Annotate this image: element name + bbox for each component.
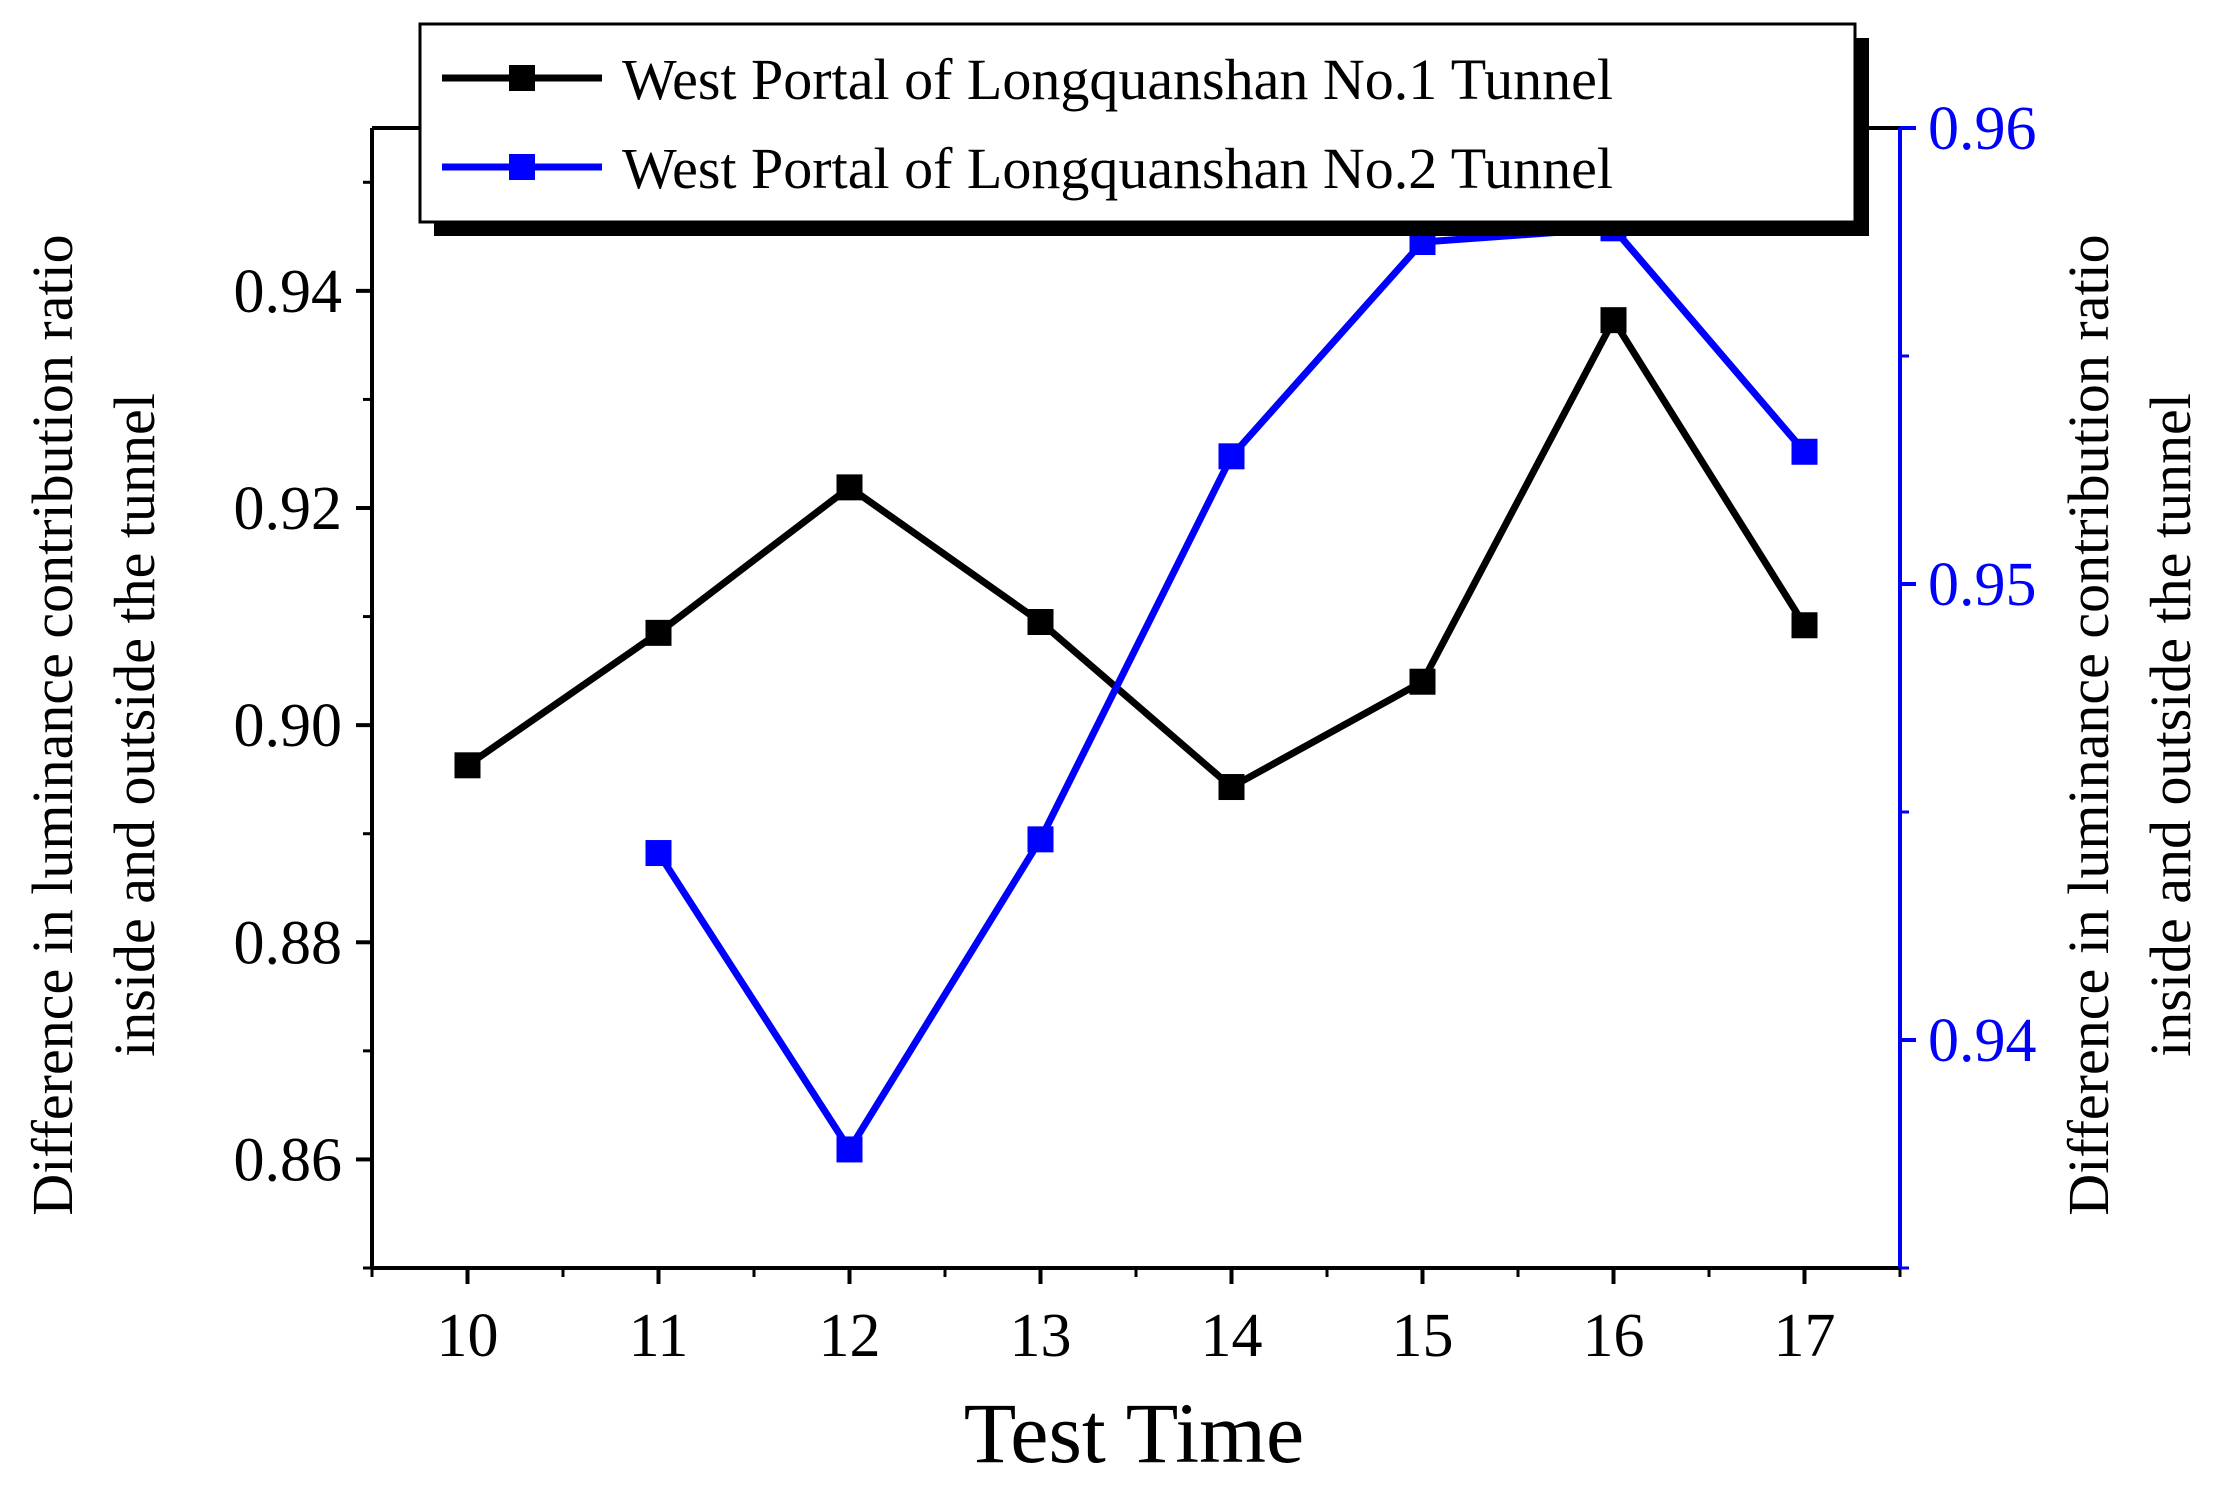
x-tick-label-16: 16 [1583, 1302, 1645, 1370]
legend-label-series-2: West Portal of Longquanshan No.2 Tunnel [622, 136, 1613, 201]
legend-label-series-1: West Portal of Longquanshan No.1 Tunnel [622, 47, 1613, 112]
legend-marker-series-2 [509, 154, 535, 180]
y-left-tick-label-0.90: 0.90 [234, 692, 343, 760]
legend-entry-series-1: West Portal of Longquanshan No.1 Tunnel [442, 47, 1613, 112]
y-axis-right-title-line-1: Difference in luminance contribution rat… [2056, 234, 2121, 1215]
series-1-point-16 [1600, 307, 1627, 334]
y-right-tick-label-0.96: 0.96 [1928, 95, 2037, 163]
legend-entry-series-2: West Portal of Longquanshan No.2 Tunnel [442, 136, 1613, 201]
x-tick-label-10: 10 [437, 1302, 499, 1370]
series-1-point-11 [645, 619, 672, 646]
x-axis-title: Test Time [964, 1385, 1304, 1481]
y-axis-left-title-line-2: inside and outside the tunnel [102, 393, 167, 1057]
series-2-point-17 [1791, 438, 1818, 465]
series-1-point-15 [1409, 668, 1436, 695]
x-axis: 10 11 12 13 14 15 16 17 [370, 1268, 1902, 1370]
x-tick-label-13: 13 [1010, 1302, 1072, 1370]
y-left-tick-label-0.94: 0.94 [234, 258, 343, 326]
series-1-point-14 [1218, 774, 1245, 801]
series-2-point-11 [645, 840, 672, 867]
series-1-point-13 [1027, 609, 1054, 635]
series-1-line [465, 313, 1808, 792]
series-2-point-14 [1218, 443, 1245, 470]
x-tick-label-17: 17 [1774, 1302, 1836, 1370]
series-2-point-13 [1027, 826, 1054, 853]
y-left-tick-label-0.92: 0.92 [234, 475, 343, 543]
y-left-tick-label-0.86: 0.86 [234, 1126, 343, 1194]
x-tick-label-12: 12 [819, 1302, 881, 1370]
y-axis-right: 0.94 0.95 0.96 [1900, 95, 2037, 1270]
y-axis-left: 0.86 0.88 0.90 0.92 0.94 [234, 180, 372, 1270]
y-right-tick-label-0.95: 0.95 [1928, 551, 2037, 619]
y-axis-right-title-line-2: inside and outside the tunnel [2138, 393, 2203, 1057]
legend: West Portal of Longquanshan No.1 Tunnel … [418, 22, 1869, 236]
x-tick-label-11: 11 [629, 1302, 689, 1370]
y-axis-left-title: Difference in luminance contribution rat… [20, 234, 167, 1215]
legend-marker-series-1 [509, 65, 535, 91]
y-left-tick-label-0.88: 0.88 [234, 909, 343, 977]
series-1-point-10 [454, 752, 481, 779]
y-axis-right-title: Difference in luminance contribution rat… [2056, 234, 2203, 1215]
series-2-point-12 [836, 1136, 863, 1163]
x-tick-label-15: 15 [1392, 1302, 1454, 1370]
y-right-tick-label-0.94: 0.94 [1928, 1007, 2037, 1075]
series-1 [454, 307, 1818, 801]
x-tick-label-14: 14 [1201, 1302, 1263, 1370]
series-1-point-17 [1791, 612, 1818, 639]
y-axis-left-title-line-1: Difference in luminance contribution rat… [20, 234, 85, 1215]
legend-box [418, 22, 1857, 224]
series-1-point-12 [836, 474, 863, 501]
